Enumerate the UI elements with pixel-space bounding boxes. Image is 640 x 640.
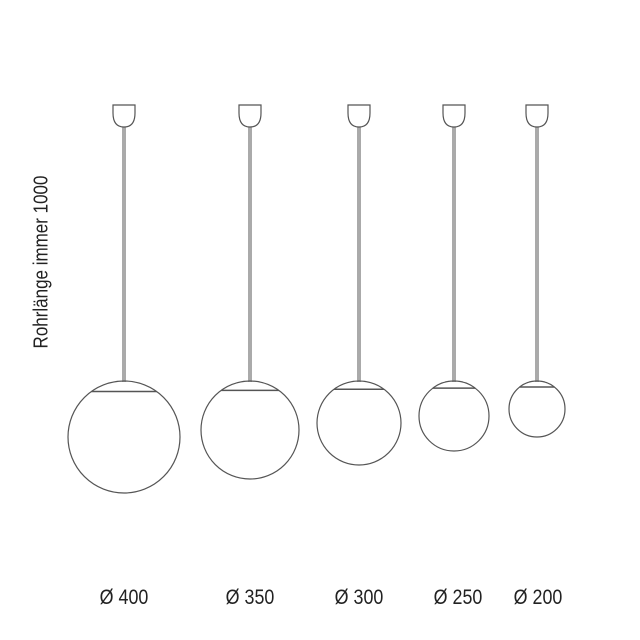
diameter-label-400: Ø 400 bbox=[99, 586, 149, 609]
globe-350 bbox=[200, 380, 300, 480]
canopy-200 bbox=[525, 104, 549, 128]
diameter-label-250: Ø 250 bbox=[433, 586, 483, 609]
canopy-350 bbox=[238, 104, 262, 128]
globe-400 bbox=[67, 380, 181, 494]
globe-300 bbox=[316, 380, 402, 466]
canopy-250 bbox=[442, 104, 466, 128]
pipe-length-note: Rohrlänge immer 1000 bbox=[30, 175, 53, 349]
diameter-label-350: Ø 350 bbox=[225, 586, 275, 609]
canopy-400 bbox=[112, 104, 136, 128]
diameter-label-200: Ø 200 bbox=[513, 586, 563, 609]
globe-200 bbox=[508, 380, 566, 438]
globe-250 bbox=[418, 380, 490, 452]
diameter-label-300: Ø 300 bbox=[334, 586, 384, 609]
canopy-300 bbox=[347, 104, 371, 128]
